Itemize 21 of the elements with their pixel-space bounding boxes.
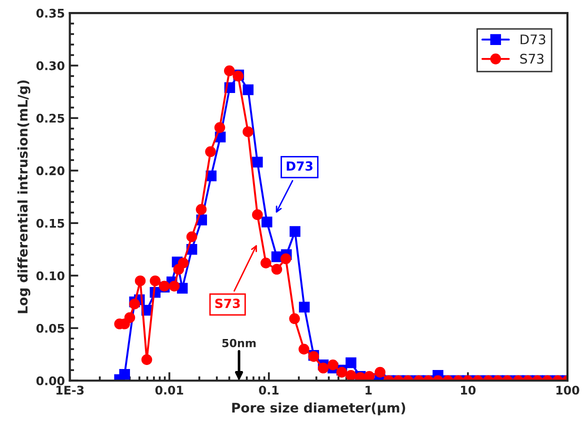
- x-tick-label: 10: [461, 386, 476, 395]
- annotation: D73: [286, 161, 312, 171]
- y-tick-label: 0.25: [36, 114, 64, 123]
- y-tick-label: 0.15: [36, 218, 64, 228]
- y-tick-label: 0.10: [36, 271, 64, 280]
- y-tick-label: 0.30: [36, 61, 64, 70]
- x-tick-label: 0.01: [155, 386, 184, 395]
- legend-label: S73: [520, 54, 544, 64]
- legend-label: D73: [520, 34, 546, 44]
- x-axis-title: Pore size diameter(μm): [232, 402, 406, 416]
- x-tick-label: 1: [366, 386, 372, 394]
- x-tick-label: 1E-3: [56, 386, 84, 395]
- y-tick-label: 0.20: [36, 166, 64, 176]
- annotation: S73: [215, 298, 240, 308]
- y-tick-label: 0.05: [36, 324, 64, 333]
- y-tick-label: 0.35: [36, 8, 64, 18]
- x-tick-label: 0.1: [258, 386, 279, 395]
- x-tick-label: 100: [556, 386, 580, 395]
- y-tick-label: 0.00: [36, 376, 64, 386]
- y-axis-title: Log differential intrusion(mL/g): [17, 80, 30, 314]
- annotation: 50nm: [222, 338, 256, 348]
